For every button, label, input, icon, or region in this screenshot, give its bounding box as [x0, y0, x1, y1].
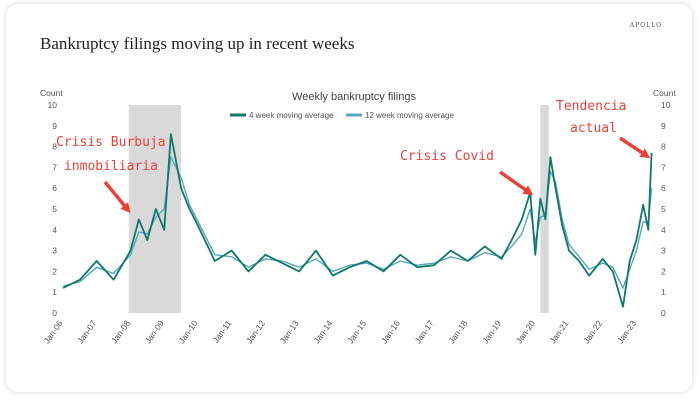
x-tick-15: Jan-21	[548, 318, 571, 345]
x-tick-5: Jan-11	[211, 318, 234, 345]
x-tick-6: Jan-12	[244, 318, 267, 345]
series-lines	[62, 133, 653, 308]
annotation-covid: Crisis Covid	[400, 149, 494, 164]
x-tick-4: Jan-10	[176, 318, 199, 345]
x-tick-3: Jan-09	[143, 318, 166, 345]
y-ticks: 0 0 1 1 2 2 3 3 4 4 5 5 6 6 7 7 8 8 9 9 10 10	[48, 100, 671, 318]
y-tick-right-10: 10	[661, 100, 671, 110]
y-tick-left-1: 1	[52, 287, 57, 297]
y-tick-left-6: 6	[52, 183, 57, 193]
chart-title: Weekly bankruptcy filings	[292, 91, 416, 103]
y-tick-right-1: 1	[661, 287, 666, 297]
y-tick-right-5: 5	[661, 204, 666, 214]
y-tick-left-2: 2	[52, 266, 57, 276]
x-tick-14: Jan-20	[514, 318, 537, 345]
legend-label-4wk: 4 week moving average	[249, 111, 334, 120]
annotation-crisis-2: inmobiliaria	[64, 159, 158, 174]
brand-logo: APOLLO	[629, 22, 662, 29]
y-axis-label-right: Count	[653, 88, 676, 98]
x-tick-1: Jan-07	[75, 318, 98, 345]
x-tick-9: Jan-15	[345, 318, 368, 345]
y-tick-right-7: 7	[661, 162, 666, 172]
x-ticks: Jan-06 Jan-07 Jan-08 Jan-09 Jan-10 Jan-11 Jan-…	[42, 318, 639, 345]
y-tick-right-3: 3	[661, 246, 666, 256]
x-tick-12: Jan-18	[446, 318, 469, 345]
y-tick-right-0: 0	[661, 308, 666, 318]
y-tick-left-3: 3	[52, 246, 57, 256]
y-tick-right-4: 4	[661, 225, 666, 235]
x-tick-16: Jan-22	[581, 318, 604, 345]
y-tick-right-9: 9	[661, 121, 666, 131]
x-tick-13: Jan-19	[480, 318, 503, 345]
annotation-trend-1: Tendencia	[556, 99, 626, 114]
series-line-4wk	[62, 133, 653, 308]
annotation-trend-2: actual	[570, 121, 617, 136]
y-tick-left-9: 9	[52, 121, 57, 131]
annotation-arrow-crisis	[103, 180, 131, 214]
y-tick-left-4: 4	[52, 225, 57, 235]
shaded-period-1	[540, 105, 549, 313]
y-axis-label-left: Count	[40, 88, 63, 98]
annotations: Crisis Burbuja inmobiliaria Crisis Covid…	[56, 99, 651, 214]
x-tick-2: Jan-08	[109, 318, 132, 345]
annotation-arrow-covid	[498, 170, 534, 196]
x-tick-7: Jan-13	[278, 318, 301, 345]
legend: 4 week moving average 12 week moving ave…	[230, 111, 454, 120]
annotation-crisis-1: Crisis Burbuja	[56, 135, 166, 150]
x-tick-8: Jan-14	[311, 318, 334, 345]
y-tick-right-6: 6	[661, 183, 666, 193]
legend-label-12wk: 12 week moving average	[365, 111, 454, 120]
page-title: Bankruptcy filings moving up in recent w…	[40, 34, 355, 53]
x-tick-11: Jan-17	[413, 318, 436, 345]
annotation-arrow-trend	[619, 136, 651, 159]
y-tick-left-5: 5	[52, 204, 57, 214]
x-tick-17: Jan-23	[615, 318, 638, 345]
x-tick-10: Jan-16	[379, 318, 402, 345]
y-tick-left-0: 0	[52, 308, 57, 318]
x-tick-0: Jan-06	[42, 318, 65, 345]
y-tick-right-8: 8	[661, 142, 666, 152]
y-tick-left-10: 10	[48, 100, 58, 110]
y-tick-left-8: 8	[52, 142, 57, 152]
y-tick-right-2: 2	[661, 266, 666, 276]
y-tick-left-7: 7	[52, 162, 57, 172]
